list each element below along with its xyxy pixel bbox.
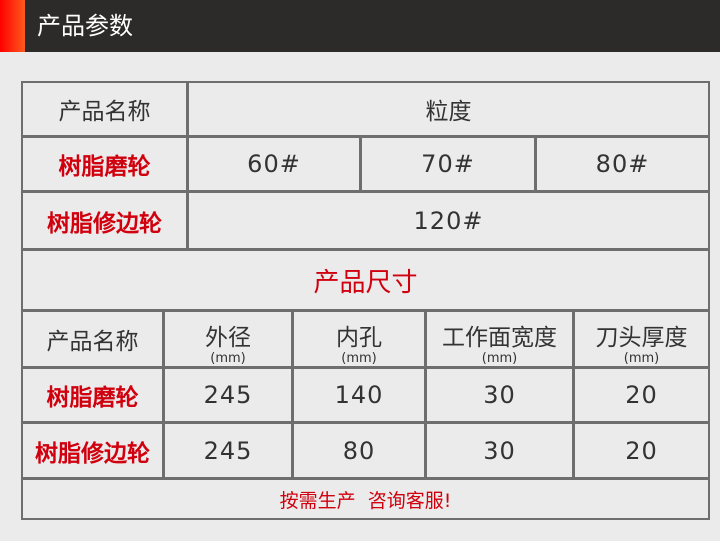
unit-label: (mm) (623, 351, 660, 366)
header-title: 产品参数 (37, 12, 133, 40)
size-cell: 140 (292, 367, 426, 423)
grit-cell: 80# (535, 136, 710, 192)
size-value: 20 (625, 436, 658, 465)
size-header-cell: 外径 (mm) (163, 310, 293, 368)
size-header-cell: 工作面宽度 (mm) (425, 310, 574, 368)
grit-cell: 120# (187, 191, 710, 250)
size-value: 20 (625, 381, 658, 409)
size-value: 140 (334, 381, 384, 409)
product-name: 树脂磨轮 (46, 385, 139, 411)
size-title: 产品尺寸 (313, 267, 418, 298)
product-name-cell: 树脂修边轮 (21, 422, 164, 479)
product-name: 树脂磨轮 (58, 154, 151, 180)
size-cell: 30 (425, 367, 574, 423)
size-header-cell: 刀头厚度 (mm) (573, 310, 710, 368)
size-value: 80 (342, 436, 376, 465)
size-cell: 245 (163, 422, 293, 479)
size-title-cell: 产品尺寸 (21, 249, 710, 311)
product-name-cell: 树脂修边轮 (21, 191, 188, 250)
size-value: 245 (203, 381, 253, 409)
size-cell: 245 (163, 367, 293, 423)
product-name: 树脂修边轮 (35, 440, 150, 467)
size-cell: 30 (425, 422, 574, 479)
size-header-label: 刀头厚度 (595, 325, 688, 351)
product-name: 树脂修边轮 (47, 210, 162, 237)
grit-header: 粒度 (425, 99, 472, 125)
size-header-label: 外径 (205, 325, 251, 351)
product-name-cell: 树脂磨轮 (21, 367, 164, 423)
grit-header-cell: 粒度 (187, 81, 710, 137)
size-cell: 20 (573, 422, 710, 479)
unit-label: (mm) (341, 351, 377, 366)
size-value: 30 (483, 436, 516, 465)
size-value: 30 (483, 381, 516, 409)
header-bar: 产品参数 (0, 0, 720, 52)
size-cell: 80 (292, 422, 426, 479)
size-header-label: 工作面宽度 (442, 325, 557, 351)
name-header: 产品名称 (58, 99, 151, 125)
product-name-cell: 树脂磨轮 (21, 136, 188, 192)
grit-value: 80# (595, 150, 650, 178)
size-value: 245 (203, 436, 253, 465)
header-accent (0, 0, 25, 52)
name-header-cell: 产品名称 (21, 81, 188, 137)
unit-label: (mm) (481, 351, 518, 366)
grit-value: 60# (247, 150, 301, 178)
size-cell: 20 (573, 367, 710, 423)
grit-cell: 60# (187, 136, 361, 192)
size-header-cell: 内孔 (mm) (292, 310, 426, 368)
note-text: 按需生产 咨询客服! (279, 489, 452, 512)
unit-label: (mm) (210, 351, 246, 366)
size-header-label: 内孔 (336, 325, 382, 351)
grit-value: 70# (421, 150, 475, 178)
grit-value: 120# (413, 206, 484, 235)
size-header-label: 产品名称 (46, 329, 139, 355)
grit-cell: 70# (360, 136, 536, 192)
note-cell: 按需生产 咨询客服! (21, 478, 710, 520)
size-header-cell: 产品名称 (21, 310, 164, 368)
